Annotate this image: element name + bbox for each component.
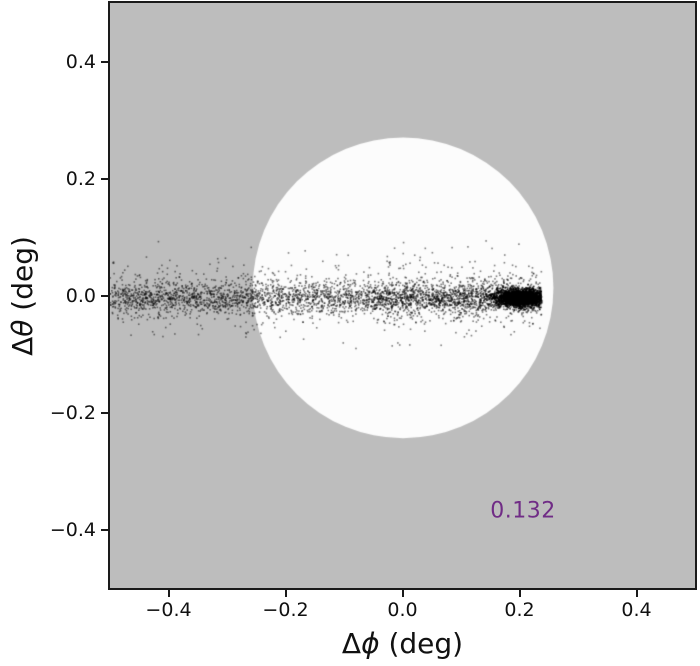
y-tick-label: 0.4: [65, 50, 96, 73]
x-tick-label: −0.4: [145, 599, 192, 621]
y-tick-label: −0.4: [49, 518, 96, 541]
x-axis-label: Δϕ (deg): [342, 628, 463, 660]
x-tick-mark: [635, 590, 638, 597]
y-tick-mark: [101, 60, 108, 63]
x-axis-label-unit: (deg): [379, 627, 464, 660]
x-tick-label: 0.4: [621, 599, 652, 621]
y-tick-mark: [101, 528, 108, 531]
y-tick-mark: [101, 177, 108, 180]
x-axis-label-phi-symbol: ϕ: [361, 627, 380, 660]
y-tick-label: 0.0: [65, 284, 96, 307]
y-axis-label-unit: (deg): [6, 235, 39, 320]
x-tick-label: 0.2: [504, 599, 535, 621]
x-axis-label-delta: Δ: [341, 627, 362, 660]
scatter-canvas: [110, 3, 695, 588]
x-tick-mark: [401, 590, 404, 597]
x-tick-label: 0.0: [387, 599, 418, 621]
x-tick-mark: [518, 590, 521, 597]
annotation-value: 0.132: [490, 498, 556, 524]
plot-area: 0.132: [108, 1, 697, 590]
y-axis-label-theta-symbol: θ: [6, 319, 39, 337]
x-tick-mark: [284, 590, 287, 597]
y-tick-mark: [101, 294, 108, 297]
y-axis-label: Δθ (deg): [6, 235, 39, 356]
x-tick-label: −0.2: [262, 599, 309, 621]
y-axis-label-delta: Δ: [6, 336, 39, 356]
y-tick-label: −0.2: [49, 401, 96, 424]
y-tick-label: 0.2: [65, 167, 96, 190]
y-tick-mark: [101, 411, 108, 414]
x-tick-mark: [167, 590, 170, 597]
